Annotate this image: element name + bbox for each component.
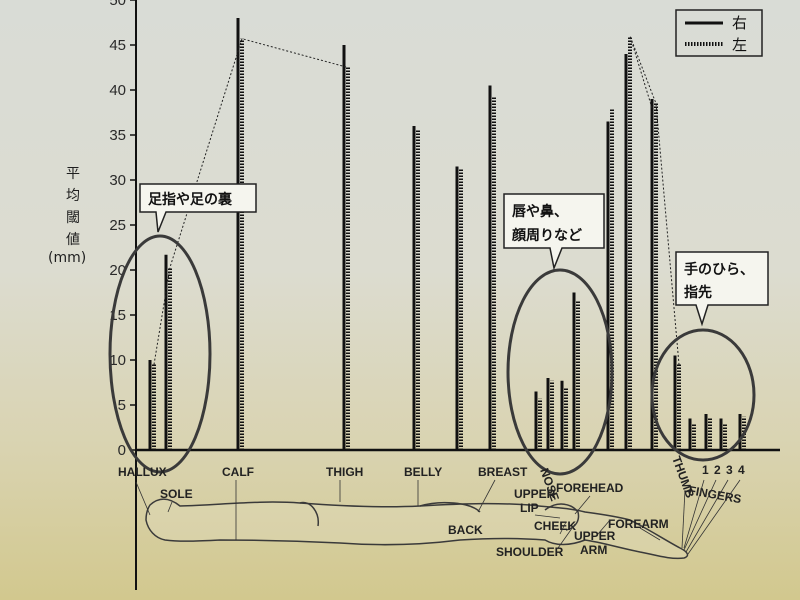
y-tick-label: 5 (118, 397, 126, 414)
feet-highlight-ellipse (108, 234, 212, 474)
leader-lines (135, 479, 741, 555)
face-highlight-ellipse (506, 268, 614, 476)
tick-label-shoulder: SHOULDER (496, 545, 564, 559)
y-tick-label: 40 (109, 82, 126, 99)
y-tick-label: 25 (109, 217, 126, 234)
tick-label-calf: CALF (222, 465, 254, 479)
y-label-char: 閾 (66, 210, 80, 226)
hand-callout-line2: 指先 (684, 284, 712, 301)
legend: 右 左 (675, 9, 763, 57)
tick-label-finger-3: 3 (726, 463, 733, 477)
face-callout: 唇や鼻、 顔周りなど (503, 193, 605, 271)
tick-label-upper-lip-2: LIP (520, 501, 539, 515)
face-callout-line2: 顔周りなど (511, 227, 582, 244)
tick-label-hallux: HALLUX (118, 465, 167, 479)
tick-label-back: BACK (448, 523, 483, 537)
tick-label-finger-4: 4 (738, 463, 745, 477)
legend-label-left: 左 (732, 36, 747, 54)
y-tick-label: 35 (109, 127, 126, 144)
bar-group (148, 18, 746, 450)
tick-label-thigh: THIGH (326, 465, 363, 479)
tick-label-belly: BELLY (404, 465, 442, 479)
tick-label-breast: BREAST (478, 465, 528, 479)
y-tick-label: 45 (109, 37, 126, 54)
y-tick-label: 10 (109, 352, 126, 369)
tick-label-sole: SOLE (160, 487, 193, 501)
y-tick-label: 50 (109, 0, 126, 9)
hand-highlight-ellipse (650, 328, 756, 462)
y-tick-label: 30 (109, 172, 126, 189)
feet-callout: 足指や足の裏 (139, 183, 257, 233)
legend-label-right: 右 (732, 14, 747, 32)
y-label-unit: (mm) (48, 250, 86, 266)
y-tick-label: 0 (118, 442, 126, 459)
hand-callout-line1: 手のひら、 (684, 261, 754, 278)
y-axis-label: 平 均 閾 値 (mm) (48, 166, 86, 266)
tick-label-finger-2: 2 (714, 463, 721, 477)
y-label-char: 均 (66, 188, 80, 204)
y-label-char: 平 (66, 166, 80, 182)
tick-label-upper-arm-2: ARM (580, 543, 607, 557)
legend-box (675, 9, 763, 57)
tick-label-upper-arm-1: UPPER (574, 529, 616, 543)
tick-label-forearm: FOREARM (608, 517, 669, 531)
tick-label-upper-lip-1: UPPER (514, 487, 556, 501)
y-label-char: 値 (66, 232, 80, 248)
feet-callout-text: 足指や足の裏 (148, 191, 233, 208)
tick-label-forehead: FOREHEAD (556, 481, 624, 495)
trend-line-2 (629, 35, 680, 365)
trend-lines (153, 35, 680, 365)
trend-line-1 (153, 38, 349, 365)
tick-label-finger-1: 1 (702, 463, 709, 477)
hand-callout: 手のひら、 指先 (675, 251, 769, 327)
face-callout-line1: 唇や鼻、 (512, 203, 568, 220)
